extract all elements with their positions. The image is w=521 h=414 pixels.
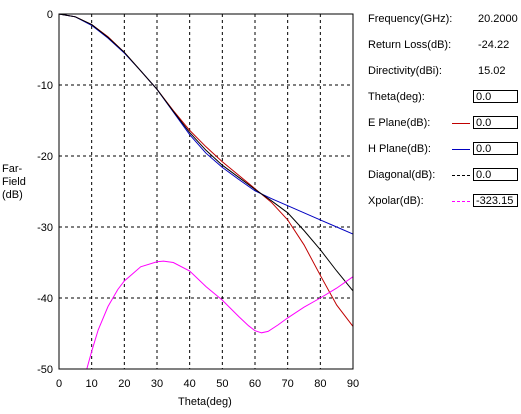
return-loss-value: -24.22 <box>478 39 510 51</box>
theta-label: Theta(deg): <box>368 91 425 103</box>
directivity-label: Directivity(dBi): <box>368 65 442 77</box>
info-panel: Frequency(GHz): 20.2000 Return Loss(dB):… <box>368 0 521 414</box>
e-plane-value-field[interactable]: 0.0 <box>473 116 518 129</box>
diagonal-label: Diagonal(dB): <box>368 169 436 181</box>
series-line-e-plane <box>58 13 354 327</box>
return-loss-label: Return Loss(dB): <box>368 39 452 51</box>
tick-labels: 0 10 20 30 40 50 60 70 80 90 0 -10 -20 -30 -40 -50 <box>37 9 359 390</box>
x-tick-label: 30 <box>151 378 163 390</box>
h-plane-value-field[interactable]: 0.0 <box>473 142 518 155</box>
frequency-label: Frequency(GHz): <box>368 13 453 25</box>
y-tick-label: -30 <box>37 222 53 234</box>
return-loss-row: Return Loss(dB): -24.22 <box>368 37 521 53</box>
y-tick-label: -40 <box>37 293 53 305</box>
diagonal-row: Diagonal(dB): 0.0 <box>368 167 521 183</box>
frequency-row: Frequency(GHz): 20.2000 <box>368 11 521 27</box>
e-plane-label: E Plane(dB): <box>368 117 431 129</box>
series-line-diagonal <box>58 13 354 292</box>
diagonal-value-field[interactable]: 0.0 <box>473 168 518 181</box>
theta-value-field[interactable]: 0.0 <box>473 90 518 103</box>
y-axis-label: Far- Field (dB) <box>2 163 26 201</box>
h-plane-row: H Plane(dB): 0.0 <box>368 141 521 157</box>
xpolar-value-field[interactable]: -323.15 <box>473 194 518 207</box>
directivity-value: 15.02 <box>478 65 506 77</box>
xpolar-swatch <box>452 201 470 202</box>
series-lines <box>58 13 354 370</box>
far-field-chart: 0 10 20 30 40 50 60 70 80 90 0 -10 -20 -30 -40 -50 <box>37 9 359 390</box>
theta-row: Theta(deg): 0.0 <box>368 89 521 105</box>
y-tick-label: 0 <box>47 9 53 21</box>
h-plane-label: H Plane(dB): <box>368 143 431 155</box>
y-tick-label: -10 <box>37 80 53 92</box>
series-line-xpolar <box>86 260 354 370</box>
diagonal-swatch <box>452 175 470 176</box>
xpolar-row: Xpolar(dB): -323.15 <box>368 193 521 209</box>
y-tick-label: -20 <box>37 151 53 163</box>
xpolar-label: Xpolar(dB): <box>368 195 424 207</box>
x-tick-label: 50 <box>216 378 228 390</box>
frequency-value: 20.2000 <box>478 13 518 25</box>
series-line-h-plane <box>58 13 354 235</box>
x-tick-label: 70 <box>282 378 294 390</box>
x-tick-label: 0 <box>56 378 62 390</box>
x-tick-label: 10 <box>86 378 98 390</box>
e-plane-swatch <box>452 123 470 124</box>
x-tick-label: 90 <box>347 378 359 390</box>
x-tick-label: 60 <box>249 378 261 390</box>
y-tick-label: -50 <box>37 364 53 376</box>
directivity-row: Directivity(dBi): 15.02 <box>368 63 521 79</box>
x-tick-label: 20 <box>118 378 130 390</box>
x-tick-label: 40 <box>184 378 196 390</box>
plot-frame <box>58 13 354 370</box>
h-plane-swatch <box>452 149 470 150</box>
grid-lines <box>59 14 353 369</box>
e-plane-row: E Plane(dB): 0.0 <box>368 115 521 131</box>
x-tick-label: 80 <box>314 378 326 390</box>
x-axis-label: Theta(deg) <box>178 396 232 408</box>
